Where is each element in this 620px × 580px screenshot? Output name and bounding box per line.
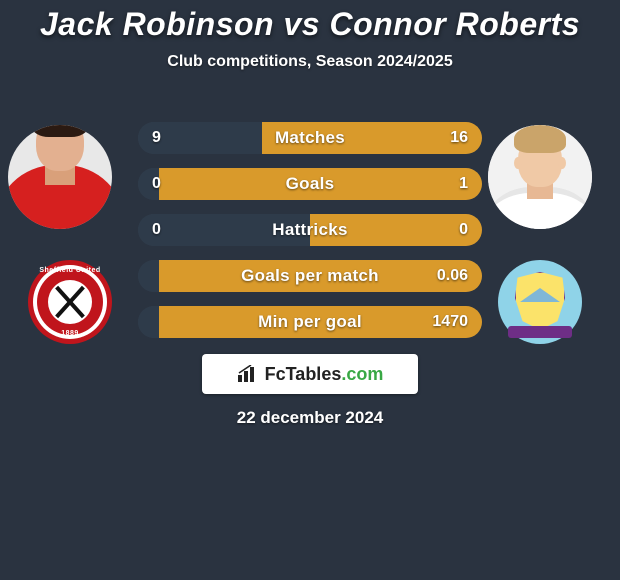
bar-chart-icon [237, 365, 259, 383]
stat-fill-left [138, 260, 159, 292]
site-brand: FcTables.com [265, 364, 384, 385]
crest-text-top: Sheffield United [28, 267, 112, 274]
stat-label: Hattricks [272, 220, 347, 240]
stat-row: Min per goal 1470 [138, 306, 482, 338]
club-left-crest: Sheffield United 1889 [28, 260, 112, 344]
subtitle: Club competitions, Season 2024/2025 [0, 53, 620, 71]
stat-value-left: 0 [152, 175, 161, 193]
ear [558, 157, 566, 169]
crest-swords-icon [48, 280, 92, 324]
stat-row: Matches 9 16 [138, 122, 482, 154]
stat-label: Min per goal [258, 312, 362, 332]
stat-label: Matches [275, 128, 345, 148]
crest-banner [508, 326, 572, 338]
hair [32, 125, 88, 137]
stat-value-right: 1470 [432, 313, 468, 331]
stat-value-left: 9 [152, 129, 161, 147]
player-left-avatar [8, 125, 112, 229]
stat-value-right: 0.06 [437, 267, 468, 285]
crest-chevron-icon [520, 288, 560, 302]
stat-label: Goals per match [241, 266, 379, 286]
site-brand-accent: .com [341, 364, 383, 384]
stat-value-right: 16 [450, 129, 468, 147]
stat-rows: Matches 9 16 Goals 0 1 Hattricks 0 0 Goals per ma… [138, 122, 482, 352]
stat-value-left: 0 [152, 221, 161, 239]
date-label: 22 december 2024 [0, 408, 620, 428]
site-attribution: FcTables.com [202, 354, 418, 394]
site-brand-text: FcTables [265, 364, 342, 384]
player-right-avatar [488, 125, 592, 229]
stat-row: Hattricks 0 0 [138, 214, 482, 246]
stat-value-right: 1 [459, 175, 468, 193]
stat-value-right: 0 [459, 221, 468, 239]
hair [514, 125, 566, 153]
stat-row: Goals 0 1 [138, 168, 482, 200]
stat-fill-left [138, 306, 159, 338]
ear [514, 157, 522, 169]
stat-row: Goals per match 0.06 [138, 260, 482, 292]
stat-label: Goals [286, 174, 335, 194]
club-right-crest [498, 260, 582, 344]
page-title: Jack Robinson vs Connor Roberts [0, 0, 620, 43]
crest-text-bottom: 1889 [28, 330, 112, 337]
